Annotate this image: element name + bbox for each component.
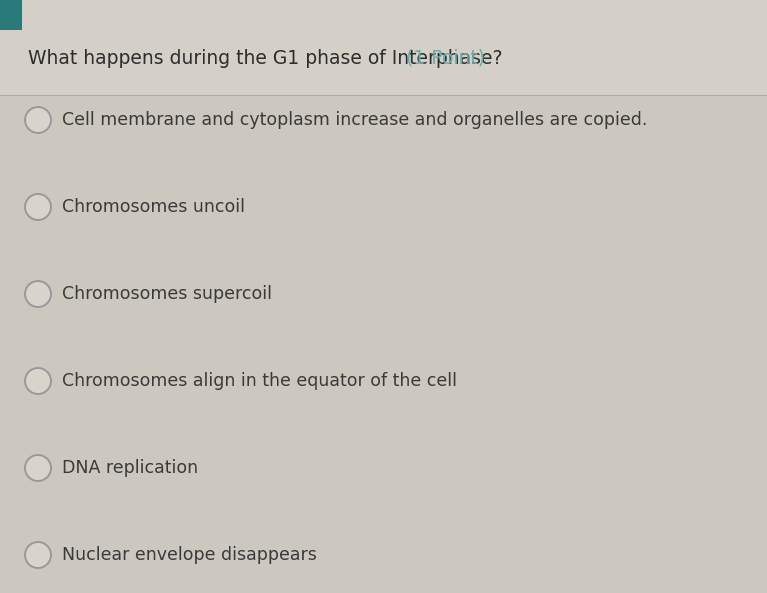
Circle shape — [25, 107, 51, 133]
Circle shape — [25, 194, 51, 220]
Circle shape — [25, 281, 51, 307]
Text: Chromosomes uncoil: Chromosomes uncoil — [62, 198, 245, 216]
Text: Chromosomes align in the equator of the cell: Chromosomes align in the equator of the … — [62, 372, 457, 390]
Bar — [0, 0, 22, 30]
Bar — [0, 0, 767, 95]
Text: Cell membrane and cytoplasm increase and organelles are copied.: Cell membrane and cytoplasm increase and… — [62, 111, 647, 129]
Circle shape — [25, 455, 51, 481]
Text: Chromosomes supercoil: Chromosomes supercoil — [62, 285, 272, 303]
Text: Nuclear envelope disappears: Nuclear envelope disappears — [62, 546, 317, 564]
Circle shape — [25, 542, 51, 568]
Circle shape — [25, 368, 51, 394]
Text: What happens during the G1 phase of Interphase?: What happens during the G1 phase of Inte… — [28, 49, 502, 68]
Text: DNA replication: DNA replication — [62, 459, 198, 477]
Text: (1 Point): (1 Point) — [400, 49, 486, 68]
